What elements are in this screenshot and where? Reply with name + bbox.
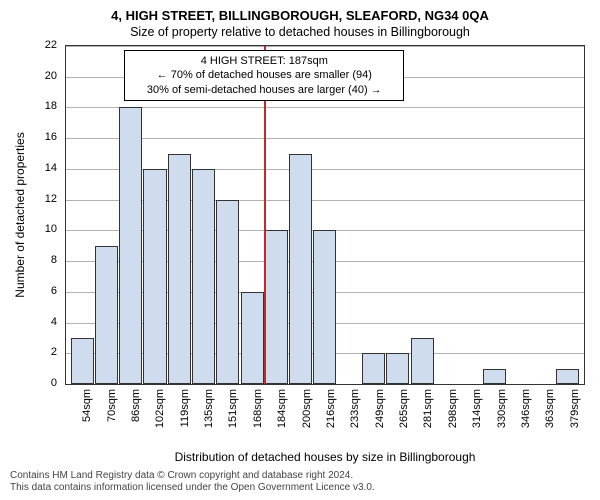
plot-area: Number of detached properties 0246810121… [65, 45, 585, 385]
bar-slot [483, 46, 507, 384]
x-tick-slot: 249sqm [362, 385, 386, 445]
annotation-box: 4 HIGH STREET: 187sqm ← 70% of detached … [124, 50, 404, 101]
bar [71, 338, 94, 384]
y-axis-label: Number of detached properties [13, 132, 27, 297]
bar [143, 169, 166, 384]
x-tick-slot: 86sqm [118, 385, 142, 445]
bar-slot [459, 46, 483, 384]
footer-line-2: This data contains information licensed … [10, 482, 590, 494]
x-tick-label: 363sqm [544, 389, 556, 428]
x-tick-label: 86sqm [130, 389, 142, 422]
y-tick-label: 12 [27, 193, 57, 205]
x-tick-label: 200sqm [301, 389, 313, 428]
x-tick-label: 54sqm [81, 389, 93, 422]
x-tick-label: 151sqm [227, 389, 239, 428]
bar-slot [410, 46, 434, 384]
bar [241, 292, 264, 384]
annotation-line-3: 30% of semi-detached houses are larger (… [131, 83, 397, 97]
y-tick-label: 0 [27, 377, 57, 389]
x-tick-label: 102sqm [154, 389, 166, 428]
x-tick-slot: 346sqm [508, 385, 532, 445]
x-tick-slot: 330sqm [483, 385, 507, 445]
bar [386, 353, 409, 384]
x-tick-label: 314sqm [471, 389, 483, 428]
x-tick-label: 281sqm [422, 389, 434, 428]
y-tick-label: 14 [27, 162, 57, 174]
chart-title: 4, HIGH STREET, BILLINGBOROUGH, SLEAFORD… [10, 8, 590, 23]
x-tick-slot: 151sqm [215, 385, 239, 445]
x-tick-slot: 102sqm [142, 385, 166, 445]
bar-slot [531, 46, 555, 384]
bar [119, 107, 142, 384]
x-tick-slot: 135sqm [191, 385, 215, 445]
x-tick-slot: 70sqm [93, 385, 117, 445]
y-tick-label: 10 [27, 223, 57, 235]
x-tick-label: 233sqm [349, 389, 361, 428]
x-tick-label: 135sqm [203, 389, 215, 428]
x-tick-label: 379sqm [569, 389, 581, 428]
x-tick-label: 330sqm [496, 389, 508, 428]
y-tick-label: 6 [27, 285, 57, 297]
bar [216, 200, 239, 384]
annotation-line-1: 4 HIGH STREET: 187sqm [131, 54, 397, 68]
bar [556, 369, 579, 384]
x-tick-label: 119sqm [179, 389, 191, 427]
chart-container: 4, HIGH STREET, BILLINGBOROUGH, SLEAFORD… [0, 0, 600, 500]
x-tick-slot: 184sqm [264, 385, 288, 445]
x-tick-slot: 119sqm [167, 385, 191, 445]
x-tick-slot: 281sqm [410, 385, 434, 445]
y-tick-label: 16 [27, 131, 57, 143]
y-tick-label: 4 [27, 316, 57, 328]
bar [265, 230, 288, 384]
x-tick-slot: 265sqm [386, 385, 410, 445]
x-ticks: 54sqm 70sqm 86sqm 102sqm 119sqm 135sqm 151sqm 1… [65, 385, 585, 445]
y-ticks: 0246810121416182022 [27, 45, 61, 385]
x-tick-label: 346sqm [520, 389, 532, 428]
x-tick-slot: 233sqm [337, 385, 361, 445]
x-tick-label: 70sqm [106, 389, 118, 422]
bar [168, 154, 191, 384]
plot: 4 HIGH STREET: 187sqm ← 70% of detached … [65, 45, 585, 385]
x-tick-label: 265sqm [398, 389, 410, 428]
bar [483, 369, 506, 384]
x-tick-slot: 298sqm [435, 385, 459, 445]
bar [313, 230, 336, 384]
x-tick-slot: 216sqm [313, 385, 337, 445]
y-tick-label: 8 [27, 254, 57, 266]
footer-line-1: Contains HM Land Registry data © Crown c… [10, 470, 590, 482]
x-tick-label: 216sqm [325, 389, 337, 428]
bar-slot [556, 46, 580, 384]
x-tick-label: 168sqm [252, 389, 264, 428]
y-tick-label: 2 [27, 346, 57, 358]
x-tick-slot: 363sqm [532, 385, 556, 445]
chart-subtitle: Size of property relative to detached ho… [10, 25, 590, 39]
bar-slot [434, 46, 458, 384]
x-tick-label: 249sqm [374, 389, 386, 428]
y-tick-label: 20 [27, 70, 57, 82]
annotation-line-2: ← 70% of detached houses are smaller (94… [131, 68, 397, 82]
y-tick-label: 18 [27, 100, 57, 112]
bar [192, 169, 215, 384]
x-axis-label: Distribution of detached houses by size … [65, 450, 585, 464]
bar [411, 338, 434, 384]
bar [95, 246, 118, 384]
y-tick-label: 22 [27, 39, 57, 51]
x-tick-slot: 54sqm [69, 385, 93, 445]
bar-slot [94, 46, 118, 384]
bar [362, 353, 385, 384]
x-tick-label: 298sqm [447, 389, 459, 428]
x-tick-slot: 200sqm [288, 385, 312, 445]
x-tick-slot: 314sqm [459, 385, 483, 445]
footer: Contains HM Land Registry data © Crown c… [10, 470, 590, 494]
x-tick-slot: 168sqm [240, 385, 264, 445]
x-tick-slot: 379sqm [557, 385, 581, 445]
x-tick-label: 184sqm [276, 389, 288, 428]
bar-slot [70, 46, 94, 384]
bar [289, 154, 312, 384]
bar-slot [507, 46, 531, 384]
